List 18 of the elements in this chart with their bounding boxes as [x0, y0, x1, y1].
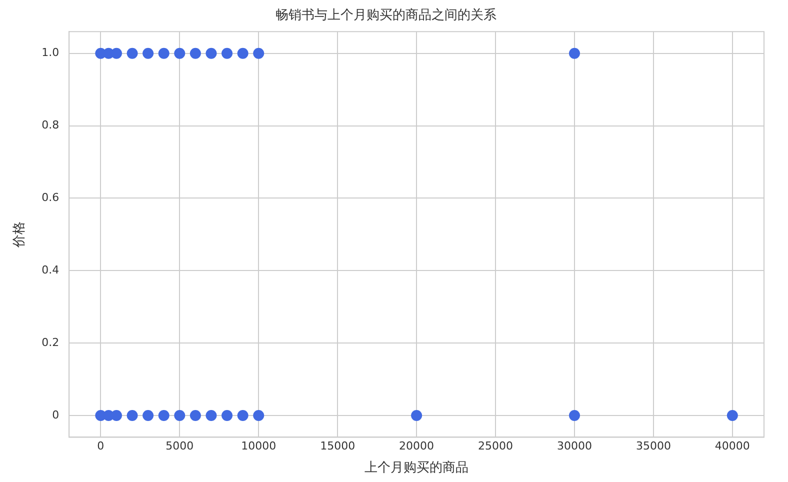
chart-title: 畅销书与上个月购买的商品之间的关系	[276, 8, 496, 24]
y-tick-label: 0.6	[42, 191, 60, 204]
x-tick-label: 40000	[714, 440, 750, 453]
y-tick-label: 0.2	[42, 336, 60, 349]
x-tick-label: 35000	[636, 440, 671, 453]
x-tick-label: 30000	[556, 440, 592, 453]
x-tick-label: 0	[97, 440, 104, 453]
x-axis-title: 上个月购买的商品	[364, 460, 469, 476]
x-tick-label: 15000	[320, 440, 356, 453]
y-tick-label: 0.8	[42, 118, 60, 132]
y-tick-label: 1.0	[42, 46, 60, 60]
y-tick-label: 0	[52, 408, 60, 422]
x-tick-label: 25000	[478, 440, 514, 453]
y-tick-label: 0.4	[42, 263, 60, 276]
x-tick-label: 20000	[399, 440, 434, 453]
y-axis-title: 价格	[12, 221, 28, 248]
x-tick-label: 5000	[166, 440, 194, 453]
x-tick-label: 10000	[241, 440, 276, 453]
